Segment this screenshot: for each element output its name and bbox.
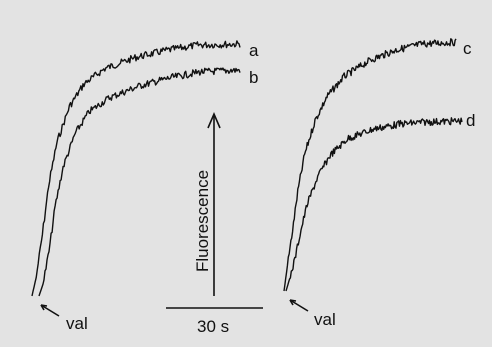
val-arrow-right [289,299,309,312]
trace-label-c: c [463,39,472,58]
trace-label-d: d [466,111,475,130]
trace-label-b: b [249,68,258,87]
trace-a [31,40,241,297]
trace-b [38,67,241,297]
val-arrow-left [40,304,60,317]
val-label-left: val [66,314,88,333]
fluorescence-arrowhead [207,111,221,129]
trace-c [283,38,457,292]
fluorescence-axis-label: Fluorescence [193,170,212,272]
traces-group [31,38,463,297]
val-arrowhead-left [40,304,48,311]
val-arrowhead-right [289,299,297,306]
time-scale-label: 30 s [197,317,229,336]
trace-label-a: a [249,41,259,60]
val-label-right: val [314,310,336,329]
trace-d [285,117,463,292]
